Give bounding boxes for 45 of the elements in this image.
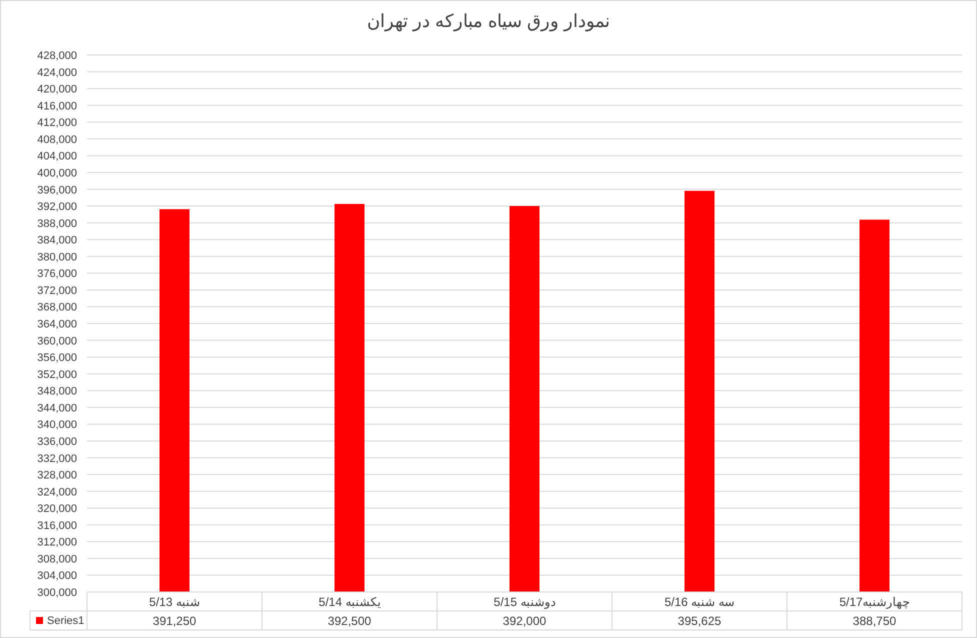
y-tick-label: 368,000 — [37, 302, 77, 314]
y-tick-label: 316,000 — [37, 520, 77, 532]
y-tick-label: 416,000 — [37, 100, 77, 112]
y-tick-label: 396,000 — [37, 184, 77, 196]
x-tick-label: چهارشنبه5/17 — [839, 595, 910, 609]
y-tick-label: 428,000 — [37, 50, 77, 62]
y-tick-label: 340,000 — [37, 419, 77, 432]
y-tick-label: 424,000 — [37, 66, 77, 79]
y-tick-label: 372,000 — [37, 284, 77, 297]
chart-title: نمودار ورق سیاه مبارکه در تهران — [366, 11, 610, 32]
y-tick-label: 400,000 — [37, 167, 77, 180]
y-tick-label: 392,000 — [37, 201, 77, 214]
data-label: 392,000 — [502, 614, 547, 628]
y-tick-label: 332,000 — [37, 452, 77, 465]
y-tick-label: 320,000 — [37, 503, 77, 516]
y-tick-label: 348,000 — [37, 386, 77, 398]
y-tick-label: 420,000 — [37, 84, 77, 96]
y-tick-label: 324,000 — [37, 486, 77, 498]
data-label: 395,625 — [678, 614, 722, 628]
y-tick-label: 404,000 — [37, 150, 77, 163]
y-tick-label: 352,000 — [37, 368, 77, 381]
x-tick-label: شنبه 5/13 — [149, 595, 200, 609]
data-label: 392,500 — [328, 614, 372, 628]
y-tick-label: 408,000 — [37, 134, 77, 146]
x-tick-label: دوشنبه 5/15 — [494, 595, 556, 609]
y-tick-label: 300,000 — [37, 587, 77, 599]
legend-label: Series1 — [47, 615, 84, 627]
y-tick-label: 384,000 — [37, 234, 77, 247]
y-tick-label: 328,000 — [37, 470, 77, 482]
y-tick-label: 336,000 — [37, 436, 77, 448]
y-tick-label: 380,000 — [37, 251, 77, 264]
x-tick-label: سه شنبه 5/16 — [664, 595, 735, 609]
y-tick-label: 304,000 — [37, 570, 77, 582]
y-tick-label: 312,000 — [37, 536, 77, 549]
y-tick-label: 344,000 — [37, 402, 77, 414]
y-tick-label: 308,000 — [37, 553, 77, 566]
x-tick-label: یکشنبه 5/14 — [318, 595, 380, 609]
y-tick-label: 376,000 — [37, 268, 77, 280]
data-label: 388,750 — [852, 614, 897, 628]
y-tick-label: 364,000 — [37, 318, 77, 330]
y-tick-label: 356,000 — [37, 352, 77, 364]
data-label: 391,250 — [152, 614, 197, 628]
y-tick-label: 360,000 — [37, 335, 77, 348]
y-tick-label: 388,000 — [37, 218, 77, 230]
y-tick-label: 412,000 — [37, 117, 77, 130]
